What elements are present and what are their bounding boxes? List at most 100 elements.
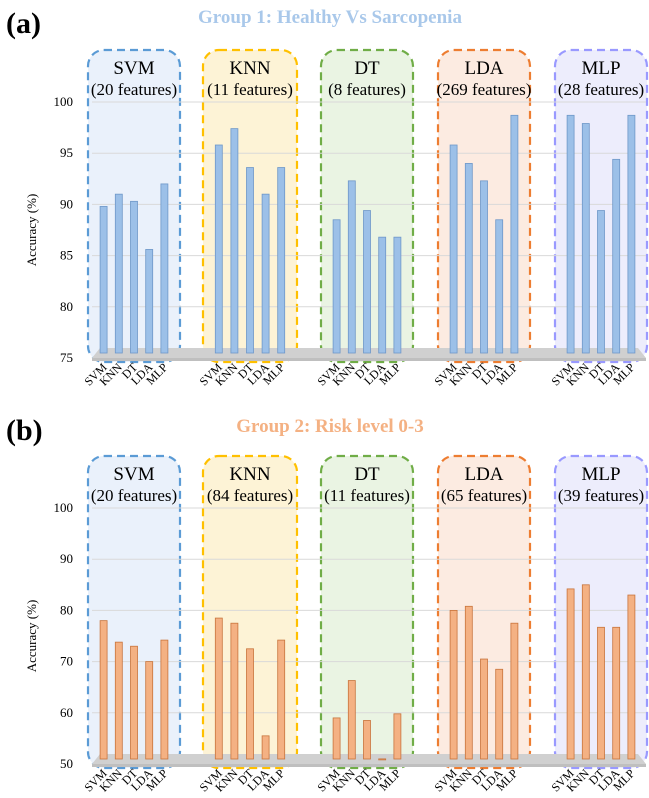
group-name: LDA <box>464 464 503 485</box>
group-name: LDA <box>464 58 503 79</box>
panel-label: (a) <box>6 7 41 40</box>
group-name: DT <box>354 58 380 79</box>
bar-dt-mlp <box>393 713 402 760</box>
bar-mlp-svm <box>566 114 575 354</box>
bar-lda-lda <box>495 668 504 760</box>
group-name: MLP <box>581 464 620 485</box>
bar-knn-knn <box>230 622 239 760</box>
group-name: KNN <box>229 464 270 485</box>
bar-dt-dt <box>363 210 371 354</box>
chart-title: Group 1: Healthy Vs Sarcopenia <box>198 7 462 28</box>
bar-mlp-knn <box>581 123 590 354</box>
group-features: (39 features) <box>558 486 644 505</box>
bar-lda-mlp <box>510 114 519 354</box>
y-tick-label: 50 <box>60 756 73 771</box>
bar-lda-mlp <box>510 622 519 760</box>
bar-knn-dt <box>246 648 254 760</box>
bar-mlp-mlp <box>627 594 636 760</box>
bar-mlp-lda <box>612 626 621 760</box>
group-name: SVM <box>113 464 154 485</box>
bar-dt-mlp <box>393 236 402 354</box>
group-features: (269 features) <box>437 80 532 99</box>
y-tick-label: 90 <box>60 196 73 211</box>
bar-svm-mlp <box>160 183 169 354</box>
bar-svm-knn <box>114 641 123 760</box>
bar-lda-dt <box>480 180 488 354</box>
chart-panel-1: (a) Group 1: Healthy Vs Sarcopenia 75 80 85 9… <box>6 7 649 389</box>
bar-svm-lda <box>145 661 154 760</box>
bar-lda-lda <box>495 219 504 354</box>
bar-knn-lda <box>261 193 270 354</box>
group-name: DT <box>354 464 380 485</box>
y-tick-label: 80 <box>60 602 73 617</box>
y-tick-label: 85 <box>60 248 73 263</box>
bar-dt-svm <box>332 717 341 760</box>
bar-lda-knn <box>464 163 473 354</box>
bar-mlp-knn <box>581 584 590 760</box>
y-tick-label: 100 <box>54 500 74 515</box>
panel-label: (b) <box>6 414 43 447</box>
bar-svm-dt <box>130 645 138 760</box>
bar-knn-knn <box>230 128 239 354</box>
bar-mlp-dt <box>597 626 605 760</box>
chart-floor-edge <box>92 764 646 767</box>
group-features: (11 features) <box>207 80 293 99</box>
bar-svm-knn <box>114 193 123 354</box>
chart-floor-edge <box>92 358 646 361</box>
group-frame <box>553 48 649 364</box>
y-axis-label: Accuracy (%) <box>24 194 39 267</box>
chart-title: Group 2: Risk level 0-3 <box>236 416 424 437</box>
bar-svm-svm <box>99 620 108 760</box>
bar-knn-lda <box>261 735 270 760</box>
bar-knn-mlp <box>277 167 286 354</box>
bar-knn-svm <box>214 617 223 760</box>
y-tick-label: 100 <box>54 94 74 109</box>
bar-svm-svm <box>99 206 108 354</box>
bar-lda-svm <box>449 610 458 760</box>
bar-svm-mlp <box>160 639 169 760</box>
bar-mlp-svm <box>566 588 575 760</box>
bar-mlp-dt <box>597 210 605 354</box>
group-name: MLP <box>581 58 620 79</box>
bar-svm-lda <box>145 249 154 354</box>
bar-knn-dt <box>246 167 254 354</box>
bar-dt-lda <box>378 236 387 354</box>
bar-lda-dt <box>480 658 488 760</box>
bar-lda-knn <box>464 605 473 760</box>
bar-mlp-lda <box>612 158 621 354</box>
group-features: (65 features) <box>441 486 527 505</box>
y-tick-label: 70 <box>60 654 73 669</box>
group-features: (20 features) <box>91 80 177 99</box>
bar-dt-knn <box>347 680 356 760</box>
y-axis-label: Accuracy (%) <box>24 600 39 673</box>
group-frame <box>553 454 649 770</box>
bar-dt-dt <box>363 720 371 760</box>
group-frame <box>319 48 415 364</box>
bar-mlp-mlp <box>627 114 636 354</box>
y-tick-label: 95 <box>60 145 73 160</box>
y-tick-label: 75 <box>60 350 73 365</box>
group-features: (84 features) <box>207 486 293 505</box>
bar-dt-svm <box>332 219 341 354</box>
bar-knn-mlp <box>277 639 286 760</box>
bar-dt-knn <box>347 180 356 354</box>
group-name: KNN <box>229 58 270 79</box>
group-name: SVM <box>113 58 154 79</box>
group-frame <box>436 454 532 770</box>
bar-knn-svm <box>214 144 223 354</box>
y-tick-label: 90 <box>60 551 73 566</box>
group-frame <box>86 454 182 770</box>
group-features: (20 features) <box>91 486 177 505</box>
group-frame <box>201 454 299 770</box>
group-features: (28 features) <box>558 80 644 99</box>
y-tick-label: 80 <box>60 299 73 314</box>
bar-lda-svm <box>449 144 458 354</box>
group-features: (8 features) <box>328 80 406 99</box>
group-features: (11 features) <box>324 486 410 505</box>
chart-panel-2: (b) Group 2: Risk level 0-3 50 60 70 80 90 100 A… <box>6 414 649 795</box>
bar-svm-dt <box>130 200 138 354</box>
bar-dt-lda <box>378 758 387 761</box>
y-tick-label: 60 <box>60 705 73 720</box>
group-frame <box>319 454 415 770</box>
